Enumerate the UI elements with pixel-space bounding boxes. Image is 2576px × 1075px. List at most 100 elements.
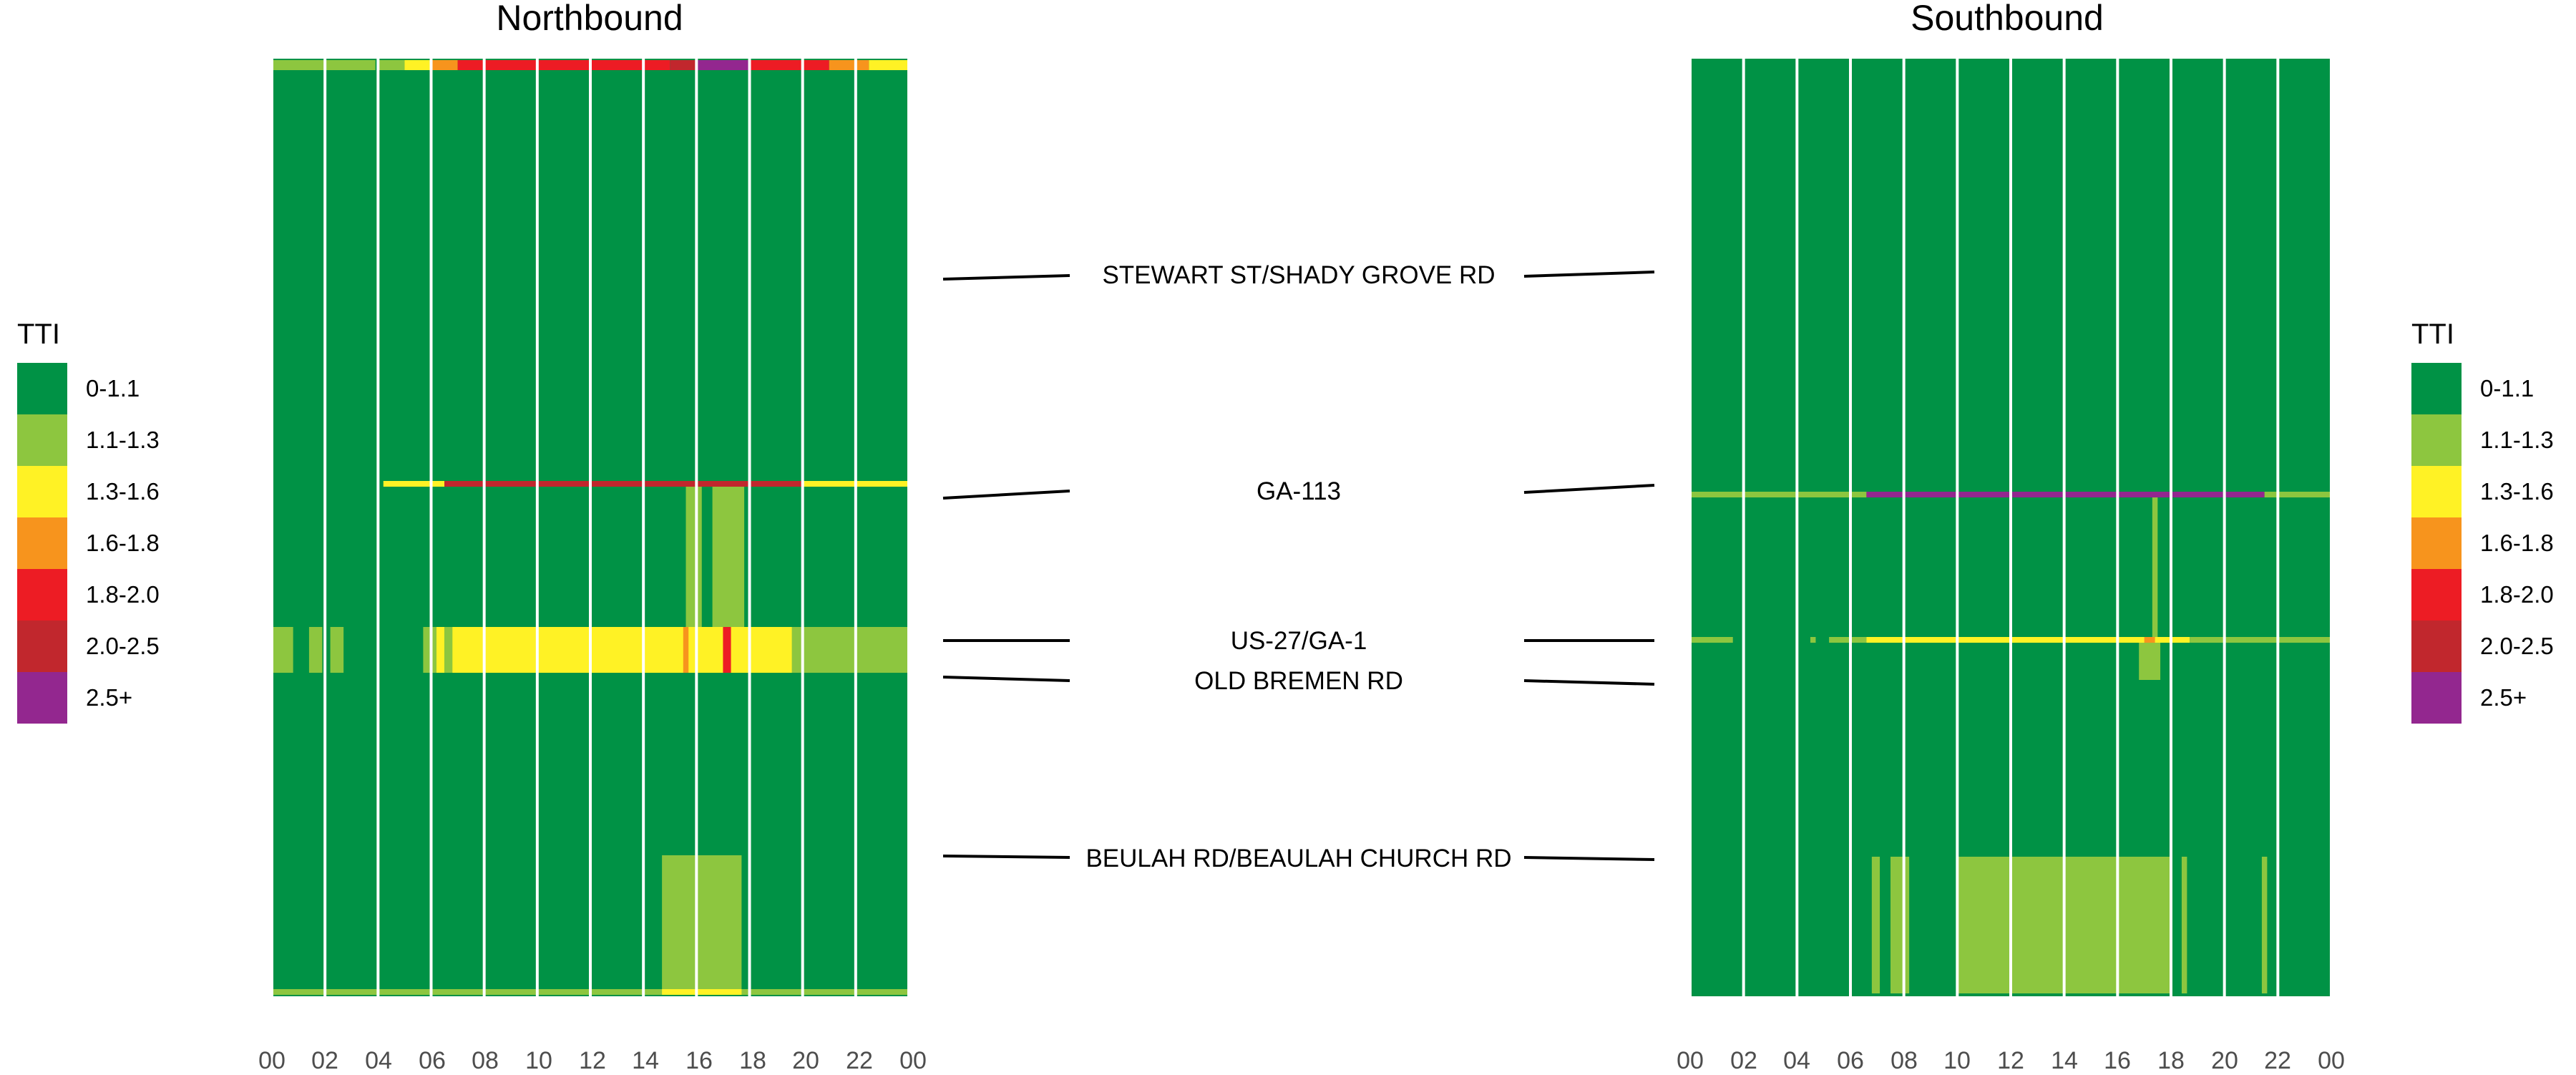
road-connector-line bbox=[1523, 484, 1655, 494]
sb-tick: 04 bbox=[1783, 1047, 1810, 1074]
legend-item-5: 2.0-2.5 bbox=[2411, 621, 2554, 672]
sb-cell-1.1-1.3 bbox=[1810, 637, 1816, 643]
nb-cell-1.1-1.3 bbox=[791, 627, 909, 673]
legend-item-6: 2.5+ bbox=[2411, 672, 2554, 724]
legend-swatch bbox=[2411, 569, 2462, 621]
nb-cell-1.3-1.6 bbox=[383, 481, 445, 487]
legend-item-2: 1.3-1.6 bbox=[2411, 466, 2554, 517]
legend-swatch bbox=[2411, 672, 2462, 724]
nb-cell-1.3-1.6 bbox=[869, 60, 909, 70]
sb-tick: 18 bbox=[2157, 1047, 2185, 1074]
nb-cell-1.1-1.3 bbox=[272, 60, 326, 70]
nb-cell-1.1-1.3 bbox=[712, 487, 745, 627]
sb-tick: 12 bbox=[1997, 1047, 2024, 1074]
sb-cell-1.1-1.3 bbox=[1890, 857, 1910, 993]
legend-swatch bbox=[17, 363, 67, 414]
nb-cell-1.1-1.3 bbox=[378, 60, 405, 70]
nb-tick: 04 bbox=[365, 1047, 392, 1074]
sb-tick: 14 bbox=[2051, 1047, 2078, 1074]
southbound-title: Southbound bbox=[1911, 0, 2104, 38]
nb-tick: 00 bbox=[899, 1047, 927, 1074]
sb-tick: 16 bbox=[2104, 1047, 2131, 1074]
legend-right: TTI 0-1.1 1.1-1.3 1.3-1.6 1.6-1.8 1.8-2.… bbox=[2411, 318, 2554, 724]
sb-cell-1.1-1.3 bbox=[1690, 637, 1733, 643]
road-label-beulah: BEULAH RD/BEAULAH CHURCH RD bbox=[1085, 845, 1512, 872]
legend-label: 1.8-2.0 bbox=[2480, 581, 2554, 608]
nb-cell-1.8-2.0 bbox=[723, 627, 731, 673]
legend-label: 1.6-1.8 bbox=[86, 530, 160, 556]
legend-label: 1.6-1.8 bbox=[2480, 530, 2554, 556]
legend-item-5: 2.0-2.5 bbox=[17, 621, 160, 672]
road-connector-line bbox=[942, 676, 1070, 682]
nb-tick: 08 bbox=[472, 1047, 499, 1074]
legend-label: 1.8-2.0 bbox=[86, 581, 160, 608]
road-connector-line bbox=[1523, 271, 1655, 278]
legend-swatch bbox=[2411, 621, 2462, 672]
legend-title: TTI bbox=[17, 318, 60, 350]
sb-cell-1.6-1.8 bbox=[2144, 637, 2155, 643]
nb-cell-1.1-1.3 bbox=[308, 627, 323, 673]
nb-tick: 20 bbox=[792, 1047, 819, 1074]
nb-tick: 12 bbox=[579, 1047, 606, 1074]
nb-cell-1.1-1.3 bbox=[444, 627, 453, 673]
legend-label: 1.1-1.3 bbox=[2480, 427, 2554, 453]
sb-tick: 22 bbox=[2264, 1047, 2291, 1074]
legend-swatch bbox=[17, 672, 67, 724]
sb-cell-1.3-1.6 bbox=[1866, 637, 2190, 643]
sb-cell-1.1-1.3 bbox=[1829, 637, 1867, 643]
nb-cell-1.3-1.6 bbox=[404, 60, 431, 70]
northbound-title: Northbound bbox=[496, 0, 683, 38]
sb-tick: 02 bbox=[1730, 1047, 1757, 1074]
road-label-old-bremen: OLD BREMEN RD bbox=[1194, 667, 1403, 695]
sb-tick: 00 bbox=[2318, 1047, 2345, 1074]
road-connector-line bbox=[942, 855, 1070, 859]
legend-label: 2.0-2.5 bbox=[2480, 633, 2554, 659]
legend-swatch bbox=[2411, 414, 2462, 466]
sb-tick: 20 bbox=[2211, 1047, 2238, 1074]
legend-item-6: 2.5+ bbox=[17, 672, 160, 724]
legend-item-0: 0-1.1 bbox=[17, 363, 160, 414]
road-connector-line bbox=[942, 490, 1070, 500]
road-label-us27: US-27/GA-1 bbox=[1230, 627, 1367, 655]
legend-label: 1.3-1.6 bbox=[2480, 478, 2554, 505]
sb-tick: 08 bbox=[1890, 1047, 1918, 1074]
nb-tick: 16 bbox=[686, 1047, 713, 1074]
nb-cell-1.1-1.3 bbox=[330, 627, 344, 673]
legend-title: TTI bbox=[2411, 318, 2454, 350]
sb-cell-1.1-1.3 bbox=[2152, 497, 2158, 637]
nb-cell-2.0-2.5 bbox=[444, 481, 803, 487]
nb-cell-1.1-1.3 bbox=[325, 60, 376, 70]
nb-cell-1.3-1.6 bbox=[436, 627, 445, 673]
legend-label: 2.5+ bbox=[2480, 684, 2527, 711]
legend-label: 1.3-1.6 bbox=[86, 478, 160, 505]
sb-cell-1.1-1.3 bbox=[2139, 643, 2161, 680]
nb-cell-1.6-1.8 bbox=[829, 60, 869, 70]
legend-label: 0-1.1 bbox=[2480, 375, 2534, 402]
legend-item-3: 1.6-1.8 bbox=[17, 517, 160, 569]
sb-tick: 06 bbox=[1837, 1047, 1864, 1074]
legend-item-1: 1.1-1.3 bbox=[17, 414, 160, 466]
road-connector-line bbox=[942, 274, 1070, 281]
nb-cell-1.1-1.3 bbox=[272, 627, 293, 673]
nb-tick: 18 bbox=[739, 1047, 766, 1074]
legend-item-3: 1.6-1.8 bbox=[2411, 517, 2554, 569]
nb-cell-2.5+ bbox=[696, 60, 750, 70]
legend-swatch bbox=[17, 517, 67, 569]
legend-swatch bbox=[2411, 517, 2462, 569]
legend-item-0: 0-1.1 bbox=[2411, 363, 2554, 414]
sb-cell-1.1-1.3 bbox=[2261, 857, 2268, 993]
nb-cell-1.8-2.0 bbox=[749, 60, 829, 70]
road-connector-line bbox=[1523, 856, 1655, 861]
legend-label: 2.5+ bbox=[86, 684, 133, 711]
nb-cell-2.0-2.5 bbox=[670, 60, 697, 70]
nb-tick: 00 bbox=[258, 1047, 286, 1074]
legend-swatch bbox=[2411, 466, 2462, 517]
legend-left: TTI 0-1.1 1.1-1.3 1.3-1.6 1.6-1.8 1.8-2.… bbox=[17, 318, 160, 724]
sb-tick: 00 bbox=[1677, 1047, 1704, 1074]
legend-swatch bbox=[2411, 363, 2462, 414]
road-label-stewart: STEWART ST/SHADY GROVE RD bbox=[1102, 261, 1496, 289]
legend-item-4: 1.8-2.0 bbox=[2411, 569, 2554, 621]
legend-swatch bbox=[17, 621, 67, 672]
nb-tick: 02 bbox=[311, 1047, 338, 1074]
